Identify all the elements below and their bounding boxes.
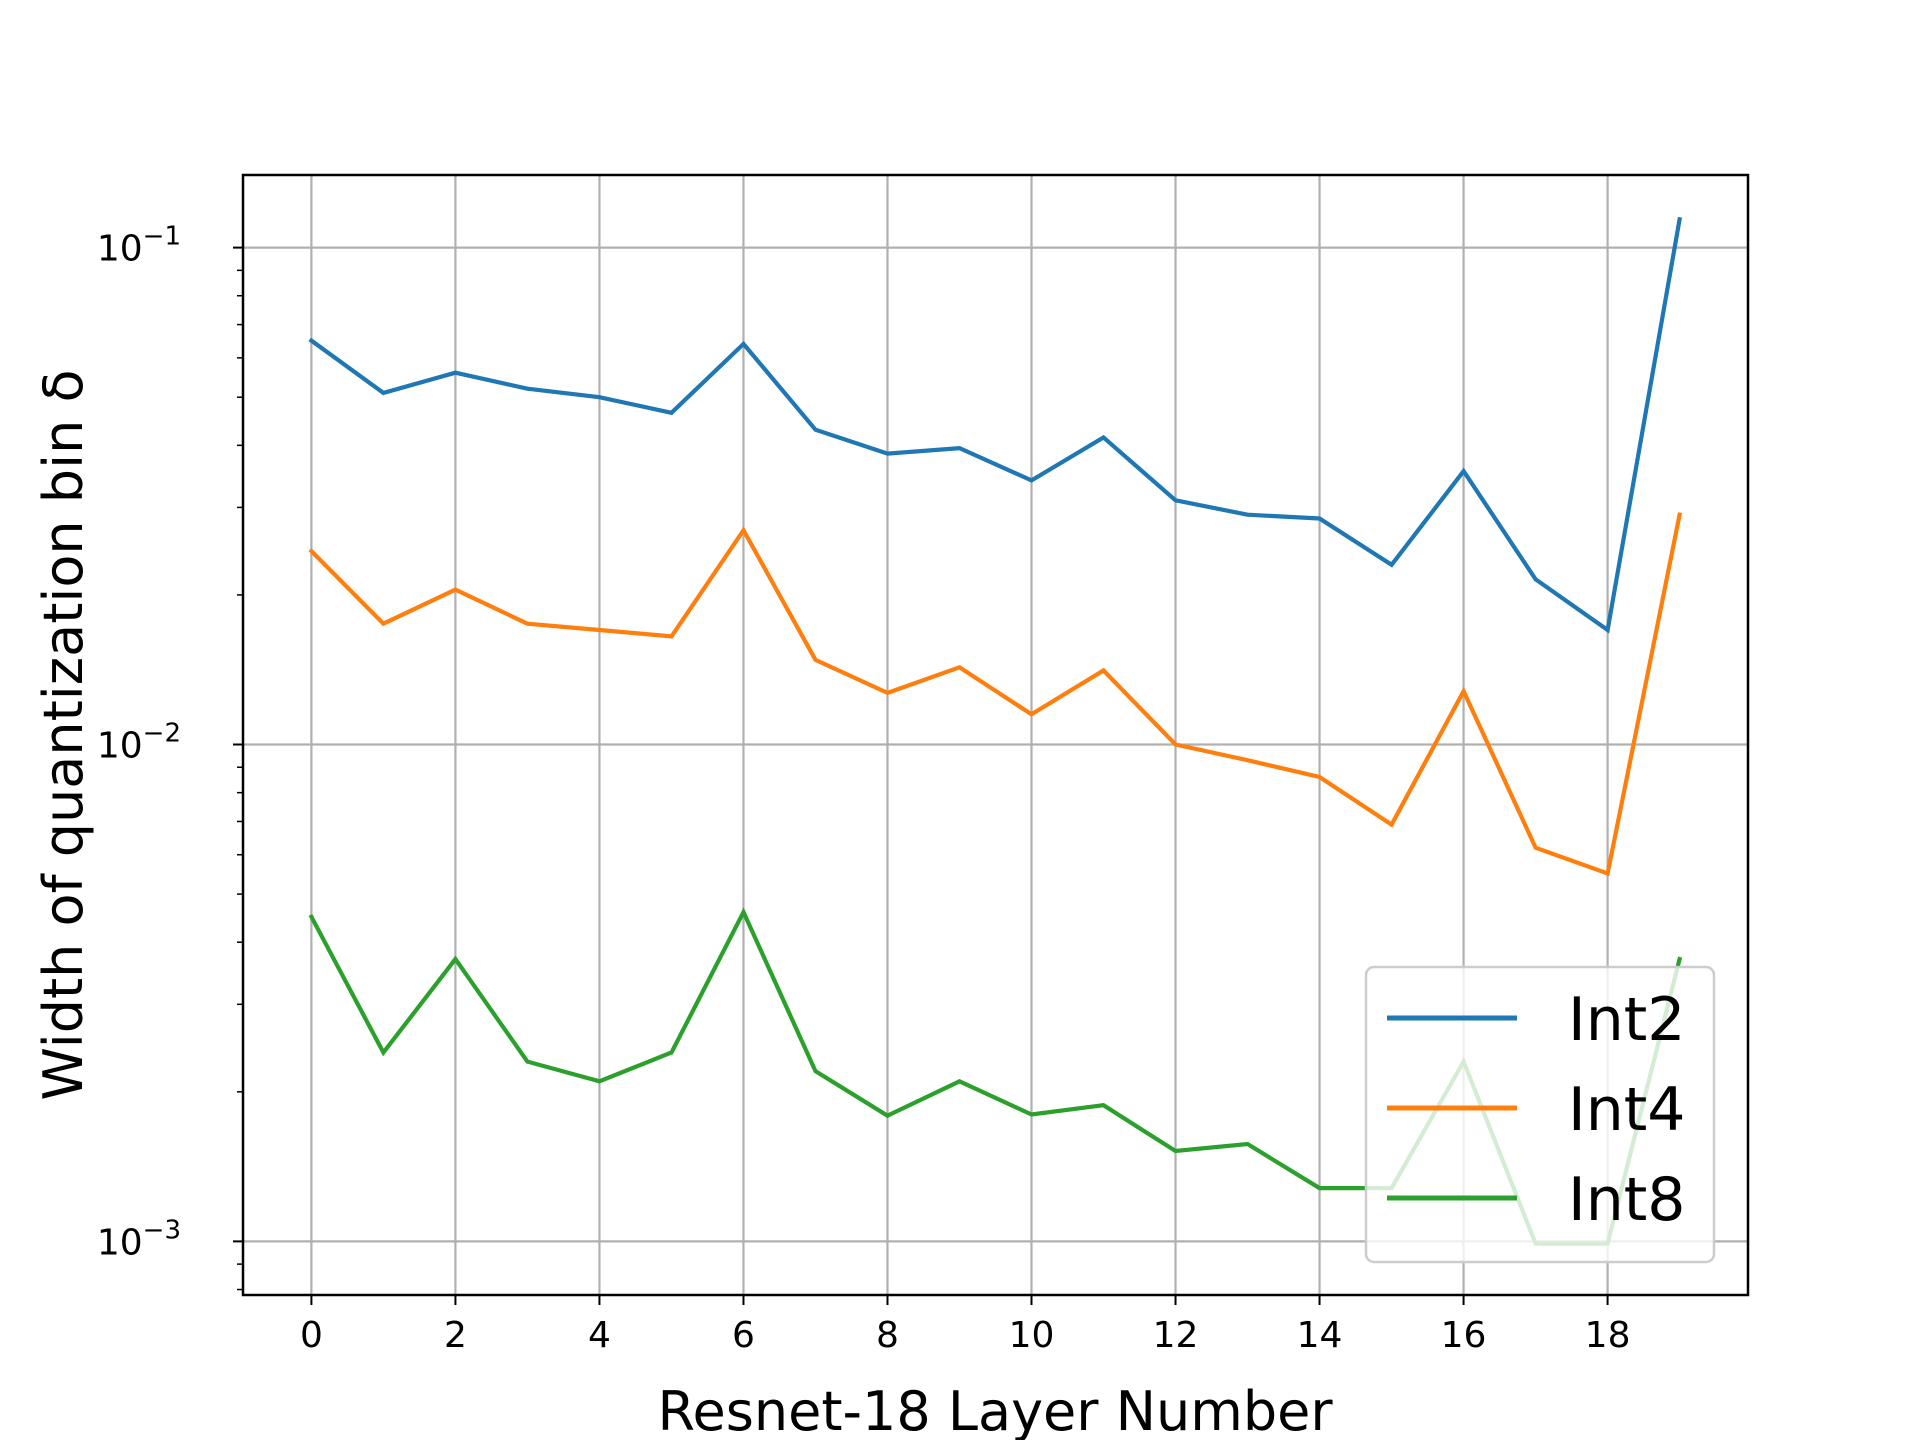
x-tick-label: 6 bbox=[732, 1315, 755, 1356]
y-axis-ticks: 10−1 10−2 10−3 bbox=[97, 222, 243, 1291]
legend-label-int4: Int4 bbox=[1568, 1075, 1685, 1145]
x-tick-label: 16 bbox=[1441, 1315, 1487, 1356]
x-tick-label: 18 bbox=[1585, 1315, 1631, 1356]
x-tick-label: 0 bbox=[300, 1315, 323, 1356]
legend-label-int8: Int8 bbox=[1568, 1165, 1685, 1235]
x-axis-ticks: 0 2 4 6 8 10 12 14 16 18 bbox=[300, 1295, 1631, 1356]
y-tick-label: 10−2 bbox=[97, 718, 181, 766]
legend-box bbox=[1364, 965, 1716, 1264]
x-tick-label: 4 bbox=[588, 1315, 611, 1356]
x-axis-label: Resnet-18 Layer Number bbox=[657, 1380, 1333, 1440]
x-tick-label: 12 bbox=[1153, 1315, 1199, 1356]
series-line-int2 bbox=[308, 216, 1683, 634]
x-tick-label: 10 bbox=[1009, 1315, 1055, 1356]
y-tick-label: 10−3 bbox=[97, 1215, 181, 1263]
series-line-int4 bbox=[308, 512, 1683, 877]
x-tick-label: 2 bbox=[444, 1315, 467, 1356]
plot-frame bbox=[241, 173, 1750, 1297]
legend: Int2 Int4 Int8 bbox=[1364, 965, 1716, 1264]
x-tick-label: 8 bbox=[876, 1315, 899, 1356]
y-axis-label: Width of quantization bin δ bbox=[32, 369, 95, 1100]
x-tick-label: 14 bbox=[1297, 1315, 1343, 1356]
y-tick-label: 10−1 bbox=[97, 222, 181, 270]
legend-label-int2: Int2 bbox=[1568, 985, 1685, 1055]
